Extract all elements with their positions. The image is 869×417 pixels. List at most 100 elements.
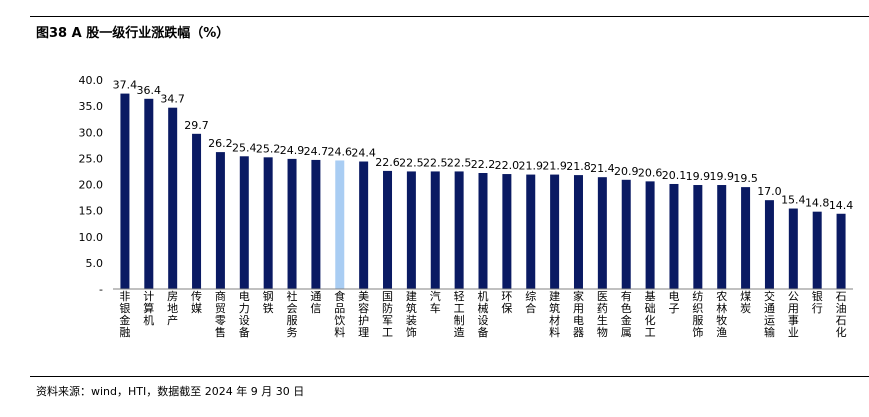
category-label: 汽车 — [430, 289, 441, 315]
bar — [263, 157, 273, 289]
category-label: 传媒 — [191, 290, 202, 315]
value-label: 29.7 — [184, 119, 209, 132]
value-label: 26.2 — [208, 137, 233, 150]
value-label: 22.5 — [447, 156, 472, 169]
bar — [621, 179, 631, 289]
y-tick-label: 25.0 — [79, 152, 104, 165]
value-label: 19.9 — [709, 170, 734, 183]
category-label: 房地产 — [167, 290, 178, 327]
value-labels: 37.4 36.434.7 29.7 26.2 25.4 25.2 24.9 24.7 24.6… — [113, 79, 854, 212]
value-label: 36.4 — [137, 84, 162, 97]
bar — [741, 187, 751, 289]
y-tick-label: 10.0 — [79, 231, 104, 244]
bar — [502, 174, 512, 289]
value-label: 14.8 — [805, 197, 830, 210]
category-label: 医药生物 — [597, 290, 608, 339]
value-label: 21.8 — [566, 160, 591, 173]
y-tick-label: 30.0 — [79, 126, 104, 139]
category-label: 通信 — [310, 290, 321, 315]
bar — [144, 98, 154, 289]
bar — [335, 160, 345, 289]
value-label: 14.4 — [829, 199, 854, 212]
bar — [597, 177, 607, 289]
x-axis: 非银金融 计算机 房地产 传媒 商贸零售 电力设备 钢铁 社会服务 通信 食品饮料 美容护理 国防军工… — [113, 288, 853, 339]
bar — [430, 171, 440, 289]
y-tick-label: 15.0 — [79, 205, 104, 218]
category-label: 公用事业 — [788, 290, 799, 339]
value-label: 22.5 — [399, 156, 424, 169]
y-tick-label: 5.0 — [86, 257, 104, 270]
category-label: 建筑装饰 — [406, 289, 417, 339]
category-label: 轻工制造 — [454, 289, 465, 339]
category-label: 基础化工 — [645, 290, 656, 339]
bar — [693, 185, 703, 289]
y-tick-label: 20.0 — [79, 179, 104, 192]
category-label: 钢铁 — [263, 290, 274, 315]
category-label: 交通运输 — [764, 289, 775, 339]
bar — [764, 200, 774, 289]
value-label: 24.9 — [280, 144, 305, 157]
category-label: 建筑材料 — [549, 289, 560, 339]
category-label: 机械设备 — [478, 289, 489, 339]
top-rule — [30, 16, 869, 17]
value-label: 21.9 — [542, 160, 567, 173]
bar — [573, 175, 583, 289]
value-label: 22.2 — [471, 158, 496, 171]
value-label: 24.6 — [328, 145, 353, 158]
bar — [812, 211, 822, 289]
bar — [239, 156, 249, 289]
bar — [717, 185, 727, 289]
bar — [526, 174, 536, 289]
bar — [359, 161, 369, 289]
value-label: 17.0 — [757, 185, 782, 198]
category-label: 家用电器 — [573, 289, 584, 339]
category-label: 美容护理 — [358, 290, 369, 339]
category-label: 石油石化 — [836, 290, 847, 339]
value-label: 20.1 — [662, 169, 687, 182]
value-label: 15.4 — [781, 194, 806, 207]
bar — [168, 107, 178, 289]
bar — [287, 158, 297, 289]
category-label: 社会服务 — [287, 289, 298, 339]
bar — [788, 208, 798, 289]
value-label: 21.4 — [590, 162, 615, 175]
category-label: 电子 — [668, 290, 679, 315]
y-tick-label: 40.0 — [79, 74, 104, 87]
bar — [645, 181, 655, 289]
value-label: 37.4 — [113, 79, 138, 92]
category-label: 环保 — [501, 290, 512, 315]
value-label: 34.7 — [160, 93, 185, 106]
value-label: 25.4 — [232, 141, 257, 154]
bar — [311, 159, 321, 289]
bar — [215, 152, 225, 289]
value-label: 24.7 — [304, 145, 329, 158]
value-label: 19.9 — [686, 170, 711, 183]
figure-title: 图38 A 股一级行业涨跌幅（%） — [36, 26, 230, 41]
bar — [550, 174, 560, 289]
value-label: 21.9 — [518, 160, 543, 173]
value-label: 22.0 — [495, 159, 520, 172]
value-label: 22.5 — [423, 156, 448, 169]
category-label: 纺织服饰 — [692, 289, 703, 339]
category-label: 商贸零售 — [215, 289, 226, 339]
bar — [120, 93, 130, 290]
category-label: 国防军工 — [382, 290, 393, 339]
category-label: 综合 — [525, 289, 536, 315]
bar — [478, 173, 488, 289]
y-tick-label: 35.0 — [79, 100, 104, 113]
bottom-rule — [30, 376, 869, 377]
bar — [192, 133, 202, 289]
value-label: 19.5 — [733, 172, 758, 185]
value-label: 20.6 — [638, 166, 663, 179]
bar-chart: - 5.0 10.0 15.0 20.0 25.0 30.0 35.0 40.0 37.4 36.… — [79, 74, 854, 339]
value-label: 20.9 — [614, 165, 639, 178]
category-label: 煤炭 — [740, 290, 751, 315]
source-note: 资料来源：wind，HTI，数据截至 2024 年 9 月 30 日 — [36, 385, 305, 398]
category-label: 银行 — [812, 289, 823, 315]
bar — [669, 183, 679, 289]
value-label: 25.2 — [256, 142, 281, 155]
bar — [383, 170, 393, 289]
bar — [836, 213, 846, 289]
y-axis: - 5.0 10.0 15.0 20.0 25.0 30.0 35.0 40.0 — [79, 74, 104, 296]
value-label: 24.4 — [351, 147, 376, 160]
